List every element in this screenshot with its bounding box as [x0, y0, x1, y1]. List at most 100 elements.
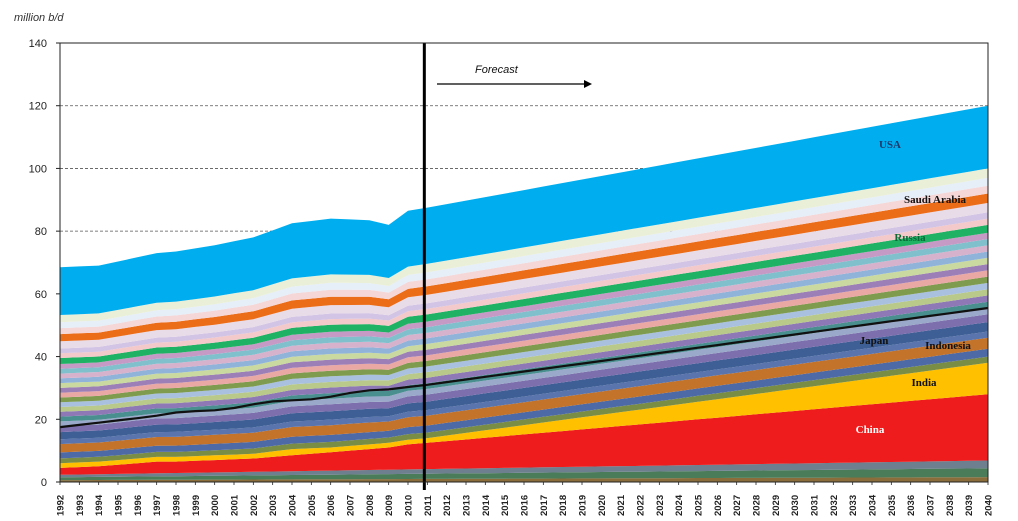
x-tick-label: 2006	[326, 495, 337, 516]
x-tick-label: 1998	[172, 495, 183, 516]
x-tick-label: 2017	[539, 495, 550, 516]
x-tick-label: 2030	[790, 495, 801, 516]
area-band-19	[60, 232, 988, 369]
x-tick-label: 2015	[500, 494, 511, 516]
label-japan: Japan	[860, 335, 889, 347]
y-tick-label: 20	[35, 414, 47, 426]
area-band-4	[60, 331, 988, 445]
x-tick-label: 1993	[75, 495, 86, 516]
area-band-base-2	[60, 468, 988, 481]
y-tick-label: 0	[41, 477, 47, 489]
x-tick-label: 2020	[597, 495, 608, 516]
area-band-21	[60, 218, 988, 358]
label-indonesia: Indonesia	[925, 340, 971, 352]
label-china: China	[856, 424, 885, 436]
x-tick-label: 2040	[984, 495, 995, 516]
area-india	[60, 362, 988, 468]
label-india: India	[911, 377, 937, 389]
x-tick-label: 2034	[868, 494, 879, 516]
area-indonesia	[60, 337, 988, 453]
area-band-1	[60, 356, 988, 464]
forecast-label: Forecast	[475, 64, 519, 76]
x-tick-label: 2029	[771, 495, 782, 516]
oecd-total-line	[59, 306, 989, 429]
area-china	[60, 394, 988, 475]
x-tick-label: 2039	[964, 495, 975, 516]
label-saudi-arabia: Saudi Arabia	[904, 194, 967, 206]
area-band-10	[60, 289, 988, 412]
area-band-16	[60, 251, 988, 384]
x-tick-label: 2018	[558, 495, 569, 516]
y-tick-label: 120	[29, 101, 47, 113]
y-tick-label: 40	[35, 352, 47, 364]
chart-overlay: Forecast	[59, 43, 989, 490]
area-band-7	[60, 308, 988, 427]
area-band-14	[60, 264, 988, 393]
y-tick-label: 80	[35, 226, 47, 238]
x-tick-label: 2013	[462, 495, 473, 516]
area-band-22	[60, 212, 988, 354]
x-tick-label: 2014	[481, 494, 492, 516]
x-tick-label: 1992	[56, 495, 67, 516]
x-tick-label: 2012	[442, 495, 453, 516]
x-tick-label: 2032	[829, 495, 840, 516]
area-band-base-1	[60, 477, 988, 482]
x-tick-label: 2002	[249, 495, 260, 516]
x-tick-label: 1997	[152, 495, 163, 516]
area-russia	[60, 224, 988, 364]
area-band-13	[60, 270, 988, 398]
x-tick-label: 2005	[307, 494, 318, 516]
y-axis-unit-label: million b/d	[14, 12, 64, 24]
x-tick-label: 1996	[133, 495, 144, 516]
x-tick-label: 2037	[926, 495, 937, 516]
x-tick-label: 2004	[288, 494, 299, 516]
x-tick-label: 2003	[268, 495, 279, 516]
stacked-areas	[60, 105, 988, 482]
area-saudi-arabia	[60, 193, 988, 342]
x-tick-label: 1994	[94, 494, 105, 516]
area-japan	[60, 322, 988, 440]
country-labels: USA Saudi Arabia Russia Japan Indonesia …	[856, 139, 972, 436]
x-tick-label: 2008	[365, 495, 376, 516]
x-tick-label: 2036	[906, 495, 917, 516]
area-band-11	[60, 282, 988, 407]
x-tick-label: 2019	[578, 495, 589, 516]
y-tick-label: 140	[29, 38, 47, 50]
label-usa: USA	[879, 139, 901, 151]
x-tick-label: 2033	[848, 495, 859, 516]
x-tick-label: 2016	[520, 495, 531, 516]
x-tick-label: 2031	[810, 494, 821, 516]
area-band-23	[60, 202, 988, 349]
x-tick-label: 2022	[636, 495, 647, 516]
area-usa	[60, 105, 988, 315]
area-band-9	[60, 295, 988, 417]
y-tick-label: 60	[35, 289, 47, 301]
x-tick-label: 2027	[732, 495, 743, 516]
x-tick-label: 2026	[713, 495, 724, 516]
area-band-6	[60, 314, 988, 433]
x-tick-label: 2001	[230, 494, 241, 516]
x-tick-label: 2035	[887, 494, 898, 516]
area-band-17	[60, 245, 988, 379]
area-band-2	[60, 348, 988, 459]
x-tick-label: 2011	[423, 495, 434, 516]
x-tick-label: 2024	[674, 494, 685, 516]
x-tick-label: 2009	[384, 495, 395, 516]
y-tick-label: 100	[29, 163, 47, 175]
forecast-arrow-head	[584, 80, 592, 88]
x-tick-label: 2038	[945, 495, 956, 516]
area-band-25	[60, 185, 988, 335]
area-band-base-3	[60, 460, 988, 478]
area-band-26	[60, 177, 988, 329]
x-tick-label: 1995	[114, 494, 125, 516]
x-tick-label: 2007	[346, 495, 357, 516]
x-tick-label: 2028	[752, 495, 763, 516]
x-tick-label: 2010	[404, 495, 415, 516]
x-tick-label: 2021	[616, 494, 627, 516]
x-tick-label: 2023	[655, 495, 666, 516]
area-band-15	[60, 257, 988, 388]
x-tick-label: 2025	[694, 494, 705, 516]
x-tick-label: 1999	[191, 495, 202, 516]
